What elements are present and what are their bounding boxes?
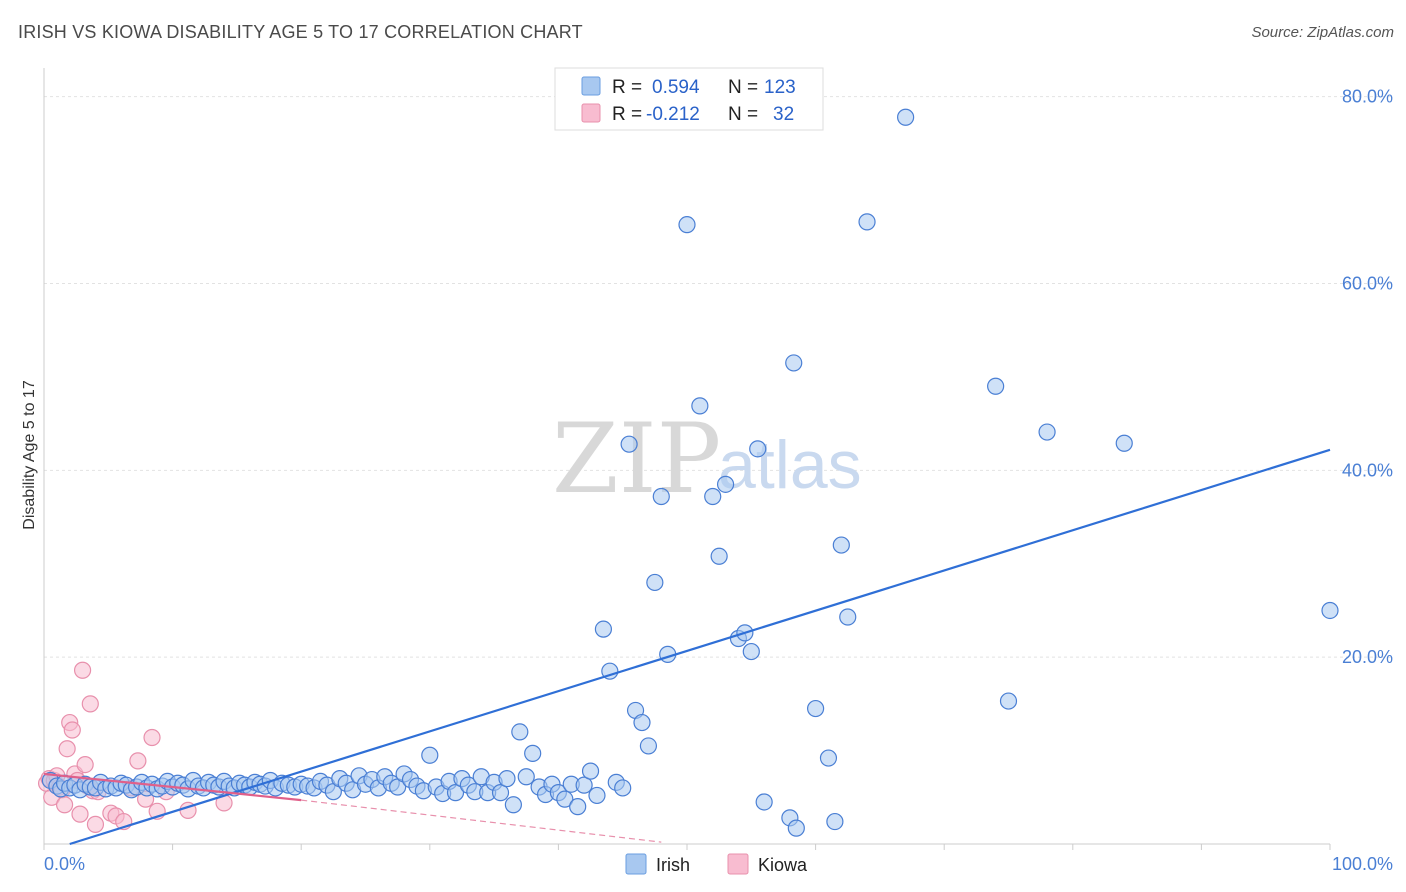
legend-r-label-kiowa: R = xyxy=(612,104,642,125)
irish-point-99 xyxy=(620,435,638,453)
legend-n-label-irish: N = xyxy=(728,77,758,98)
irish-point-113 xyxy=(742,642,760,661)
irish-point-108 xyxy=(704,487,722,506)
y-tick-label-1: 40.0% xyxy=(1342,460,1393,480)
irish-point-123 xyxy=(839,608,857,626)
irish-point-128 xyxy=(1038,423,1056,441)
kiowa-point-10 xyxy=(63,721,81,739)
irish-point-72 xyxy=(446,784,465,802)
bottom-legend-label-irish: Irish xyxy=(656,855,690,875)
irish-point-106 xyxy=(678,216,696,234)
grid-lines xyxy=(44,96,1392,658)
legend: R = 0.594 N = 123 R = -0.212 N = 32 xyxy=(554,67,824,131)
kiowa-point-25 xyxy=(129,752,147,770)
legend-n-value-kiowa: 32 xyxy=(773,104,794,125)
trend-line-kiowa-2 xyxy=(301,799,662,843)
legend-swatch-kiowa xyxy=(581,103,601,123)
x-tick-labels: 0.0% 100.0% xyxy=(44,854,1393,874)
irish-point-130 xyxy=(1321,601,1339,620)
irish-point-94 xyxy=(588,786,606,805)
irish-point-129 xyxy=(1115,434,1133,452)
irish-point-127 xyxy=(999,692,1018,710)
irish-point-82 xyxy=(511,723,529,741)
irish-point-92 xyxy=(575,776,593,794)
bottom-legend: Irish Kiowa xyxy=(625,853,808,875)
irish-point-93 xyxy=(581,762,600,780)
source-label: Source: ZipAtlas.com xyxy=(1251,24,1394,41)
watermark-atlas: atlas xyxy=(718,427,862,503)
legend-swatch-irish xyxy=(581,76,601,96)
y-tick-labels: 20.0% 40.0% 60.0% 80.0% xyxy=(1342,87,1393,667)
irish-point-89 xyxy=(556,790,574,808)
legend-n-label-kiowa: N = xyxy=(728,104,758,125)
irish-point-103 xyxy=(646,573,664,592)
irish-point-117 xyxy=(787,819,805,837)
y-tick-label-0: 20.0% xyxy=(1342,647,1393,667)
bottom-legend-label-kiowa: Kiowa xyxy=(758,855,808,875)
irish-point-95 xyxy=(594,620,613,638)
irish-point-120 xyxy=(819,749,838,767)
irish-point-124 xyxy=(858,213,876,231)
irish-point-84 xyxy=(524,744,542,762)
legend-r-value-irish: 0.594 xyxy=(652,77,700,98)
y-tick-label-2: 60.0% xyxy=(1342,274,1393,294)
irish-point-122 xyxy=(832,536,850,554)
irish-point-114 xyxy=(749,440,767,458)
trend-lines xyxy=(43,448,1331,846)
kiowa-point-15 xyxy=(76,755,94,774)
irish-point-104 xyxy=(652,487,670,506)
irish-point-79 xyxy=(491,784,510,802)
irish-point-126 xyxy=(987,377,1005,395)
irish-point-83 xyxy=(517,768,535,786)
y-tick-label-3: 80.0% xyxy=(1342,87,1393,107)
watermark-zip: ZIP xyxy=(552,403,721,515)
axes xyxy=(43,68,1331,850)
irish-point-125 xyxy=(897,108,915,126)
kiowa-point-14 xyxy=(73,661,92,679)
irish-point-101 xyxy=(633,713,651,732)
irish-point-98 xyxy=(614,779,632,797)
kiowa-point-8 xyxy=(58,740,76,758)
kiowa-points xyxy=(37,661,233,833)
irish-point-80 xyxy=(498,770,516,788)
kiowa-point-19 xyxy=(86,815,105,833)
watermark: ZIP atlas xyxy=(552,403,862,515)
legend-r-label-irish: R = xyxy=(612,77,642,98)
irish-point-68 xyxy=(421,746,439,764)
irish-point-119 xyxy=(806,699,825,718)
irish-point-81 xyxy=(504,796,522,814)
kiowa-point-7 xyxy=(55,796,74,814)
kiowa-point-27 xyxy=(143,728,161,747)
x-tick-label-1: 100.0% xyxy=(1332,854,1393,874)
legend-n-value-irish: 123 xyxy=(764,77,796,98)
chart-title: IRISH VS KIOWA DISABILITY AGE 5 TO 17 CO… xyxy=(18,22,583,42)
trend-line-kiowa-1 xyxy=(43,772,302,802)
trend-line-irish-0 xyxy=(69,448,1331,846)
irish-point-107 xyxy=(691,397,709,415)
bottom-legend-swatch-kiowa xyxy=(727,853,749,875)
legend-r-value-kiowa: -0.212 xyxy=(646,104,700,125)
irish-point-118 xyxy=(785,354,803,372)
kiowa-point-17 xyxy=(81,695,99,713)
irish-point-110 xyxy=(716,475,735,493)
kiowa-point-13 xyxy=(71,805,89,823)
y-axis-title: Disability Age 5 to 17 xyxy=(21,380,38,530)
irish-point-115 xyxy=(755,793,773,811)
irish-point-91 xyxy=(569,798,587,816)
irish-point-102 xyxy=(639,737,658,755)
irish-point-121 xyxy=(826,812,844,831)
x-tick-label-0: 0.0% xyxy=(44,854,85,874)
bottom-legend-swatch-irish xyxy=(625,853,647,875)
irish-point-109 xyxy=(710,547,728,565)
